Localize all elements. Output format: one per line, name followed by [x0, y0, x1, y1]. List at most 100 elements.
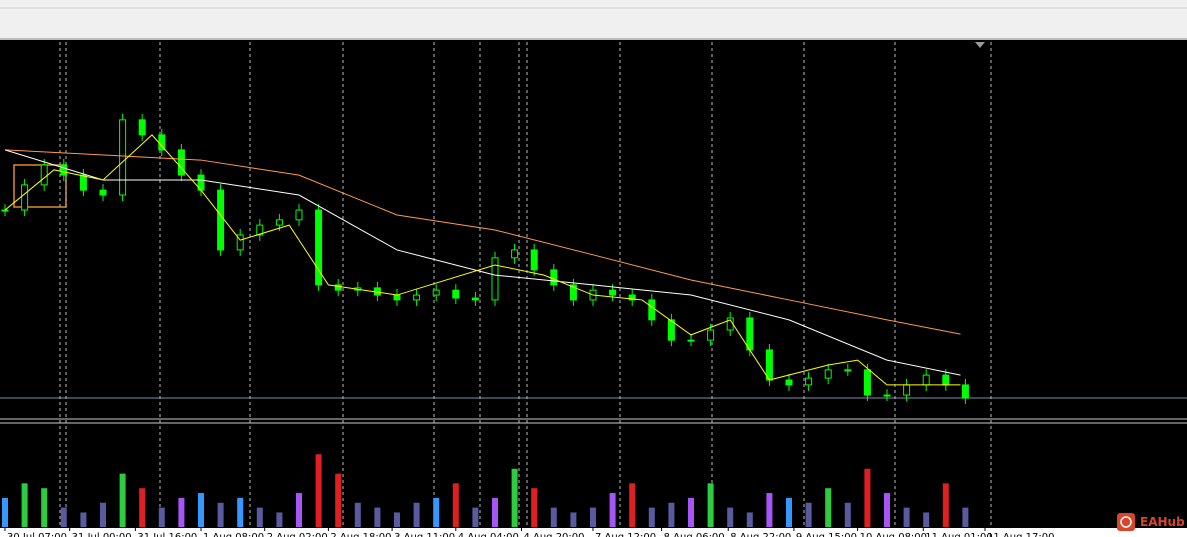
x-tick-label: 31 Jul 16:00: [137, 532, 197, 537]
volume-bar: [237, 497, 244, 527]
candle-body: [785, 379, 793, 386]
candle-body: [138, 119, 146, 136]
volume-bar: [178, 497, 185, 527]
volume-bar: [923, 512, 930, 527]
candle-body: [648, 299, 656, 321]
time-axis: [0, 528, 1187, 537]
candle-body: [824, 369, 832, 379]
volume-bar: [472, 507, 479, 527]
moving-average: [4, 149, 961, 335]
x-tick-label: 30 Jul 07:00: [7, 532, 67, 537]
watermark-icon: [1117, 513, 1135, 531]
volume-bar: [825, 488, 832, 527]
candle-body: [511, 249, 519, 259]
volume-bar: [296, 493, 302, 527]
volume-bar: [139, 488, 146, 527]
candle-body: [628, 294, 636, 301]
candle-body: [236, 234, 244, 251]
candle-body: [21, 184, 29, 211]
volume-bar: [2, 497, 8, 527]
candle-body: [961, 384, 969, 399]
candle-body: [707, 329, 715, 341]
candle-body: [765, 349, 773, 381]
moving-average: [4, 149, 961, 376]
volume-bar: [609, 493, 616, 527]
x-tick-label: 7 Aug 12:00: [595, 532, 656, 537]
volume-bar: [531, 488, 538, 527]
x-tick-label: 8 Aug 22:00: [730, 532, 791, 537]
x-tick-label: 31 Jul 00:00: [72, 532, 132, 537]
volume-bar: [374, 507, 381, 527]
volume-bar: [864, 468, 871, 527]
volume-bar: [570, 512, 577, 527]
candle-body: [550, 269, 558, 286]
volume-bar: [884, 493, 890, 527]
candle-body: [903, 384, 911, 396]
x-tick-label: 4 Aug 20:00: [523, 532, 584, 537]
volume-bar: [629, 483, 636, 527]
volume-bar: [844, 502, 851, 527]
candle-body: [452, 289, 460, 299]
volume-bar: [433, 497, 440, 527]
volume-bar: [452, 483, 459, 527]
x-tick-label: 2 Aug 02:00: [267, 532, 328, 537]
volume-bar: [805, 502, 812, 527]
volume-bar: [158, 507, 165, 527]
candle-body: [256, 224, 264, 236]
x-tick-label: 8 Aug 06:00: [664, 532, 725, 537]
toolbar: [0, 0, 1187, 38]
candle-body: [530, 249, 538, 271]
volume-bar: [766, 493, 773, 527]
candle-body: [471, 297, 479, 301]
chart-area: [0, 40, 1187, 528]
volume-bar: [648, 507, 655, 527]
candle-body: [334, 284, 342, 291]
candle-body: [79, 174, 87, 191]
volume-bar: [41, 488, 48, 527]
volume-bar: [198, 493, 204, 527]
candle-body: [491, 257, 499, 301]
volume-bar: [60, 507, 67, 527]
volume-bar: [727, 507, 734, 527]
candle-body: [217, 189, 225, 251]
volume-bar: [492, 497, 498, 527]
candle-body: [275, 219, 283, 226]
volume-bar: [256, 507, 263, 527]
volume-bar: [394, 512, 400, 527]
candle-body: [922, 374, 930, 386]
volume-bar: [746, 512, 753, 527]
candle-body: [863, 369, 871, 396]
candle-body: [942, 374, 950, 386]
candle-body: [40, 164, 48, 186]
volume-bar: [335, 473, 342, 527]
candle-body: [746, 317, 754, 351]
candle-body: [609, 289, 617, 296]
candle-body: [844, 369, 852, 372]
volume-bar: [354, 502, 361, 527]
volume-bar: [276, 512, 283, 527]
candle-body: [119, 119, 127, 196]
volume-bar: [217, 502, 224, 527]
watermark: EAHub: [1140, 515, 1185, 529]
candle-body: [569, 284, 577, 301]
x-tick-label: 3 Aug 11:00: [394, 532, 455, 537]
moving-average: [4, 134, 961, 386]
candle-body: [805, 377, 813, 386]
candle-body: [883, 394, 891, 397]
volume-bar: [688, 497, 694, 527]
x-tick-label: 9 Aug 15:00: [796, 532, 857, 537]
x-tick-label: 11 Aug 17:00: [987, 532, 1054, 537]
x-tick-label: 1 Aug 08:00: [203, 532, 264, 537]
shift-marker: [975, 42, 985, 48]
volume-bar: [550, 507, 557, 527]
watermark-icon-glyph: [1120, 516, 1132, 528]
volume-bar: [903, 507, 910, 527]
candle-body: [413, 294, 421, 301]
candle-body: [295, 209, 303, 221]
volume-bar: [668, 502, 675, 527]
x-tick-label: 4 Aug 04:00: [458, 532, 519, 537]
x-tick-label: 10 Aug 08:00: [860, 532, 927, 537]
volume-bar: [100, 502, 106, 527]
candle-body: [1, 209, 9, 212]
